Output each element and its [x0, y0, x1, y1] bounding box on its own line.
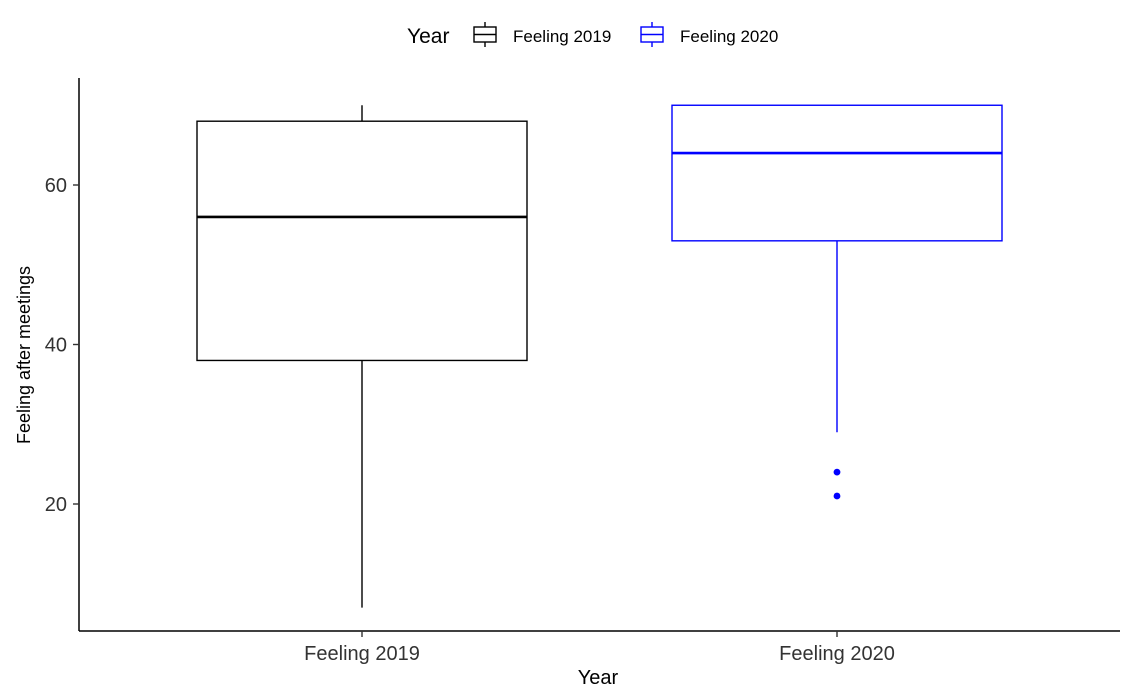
y-tick-label: 20: [45, 494, 67, 516]
y-axis-ticks: 20 40 60: [45, 175, 79, 516]
box-2019: [196, 105, 528, 608]
legend-label-2020: Feeling 2020: [680, 27, 778, 46]
y-tick-label: 60: [45, 175, 67, 197]
legend-key-2020: [640, 22, 664, 47]
box-series: [196, 104, 1003, 608]
y-tick-label: 40: [45, 335, 67, 357]
x-axis-title: Year: [578, 667, 619, 689]
legend-title: Year: [407, 25, 449, 48]
x-tick-label: Feeling 2020: [779, 643, 895, 665]
y-axis-title: Feeling after meetings: [14, 266, 34, 444]
x-tick-label: Feeling 2019: [304, 643, 420, 665]
outlier-point: [833, 492, 841, 500]
box-2020: [671, 104, 1003, 500]
iqr-box: [671, 104, 1003, 242]
iqr-box: [196, 120, 528, 362]
legend-label-2019: Feeling 2019: [513, 27, 611, 46]
legend: Year Feeling 2019 Feeling 2020: [407, 22, 778, 48]
x-axis-ticks: Feeling 2019 Feeling 2020: [304, 631, 895, 665]
legend-key-2019: [473, 22, 497, 47]
outlier-point: [833, 468, 841, 476]
